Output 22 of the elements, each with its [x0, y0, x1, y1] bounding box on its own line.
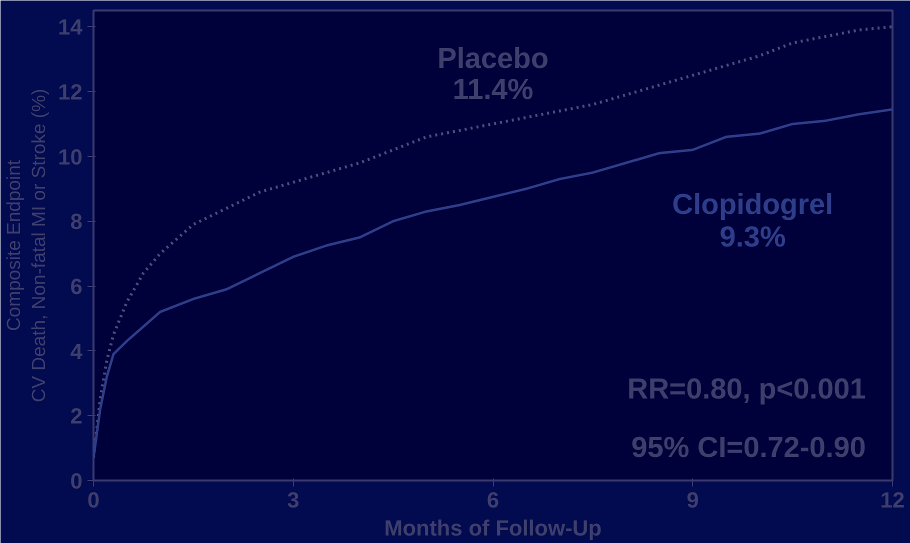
- y-tick-label: 10: [58, 144, 83, 170]
- x-tick-label: 9: [686, 488, 699, 512]
- annotation: 9.3%: [720, 221, 786, 254]
- y-tick-label: 0: [70, 468, 83, 494]
- y-axis-title: Composite Endpoint CV Death, Non-fatal MI or Stroke (%): [4, 88, 50, 402]
- annotation: 11.4%: [452, 74, 534, 106]
- annotation: RR=0.80, p<0.001: [627, 374, 866, 406]
- x-tick-label: 3: [287, 488, 300, 512]
- series-label: Placebo: [437, 43, 549, 76]
- x-tick-label: 0: [87, 488, 100, 512]
- x-axis-title: Months of Follow-Up: [384, 516, 602, 540]
- y-tick-label: 4: [70, 338, 84, 364]
- series-label: Clopidogrel: [672, 188, 834, 221]
- y-tick-label: 12: [58, 80, 83, 105]
- x-tick-label: 12: [880, 488, 905, 512]
- y-tick-label: 6: [70, 274, 83, 300]
- y-tick-label: 14: [58, 14, 84, 40]
- annotation: 95% CI=0.72-0.90: [631, 432, 866, 464]
- line-series: [94, 108, 892, 460]
- y-tick-label: 8: [70, 209, 83, 234]
- x-tick-label: 6: [486, 488, 500, 512]
- y-tick-label: 2: [70, 404, 83, 429]
